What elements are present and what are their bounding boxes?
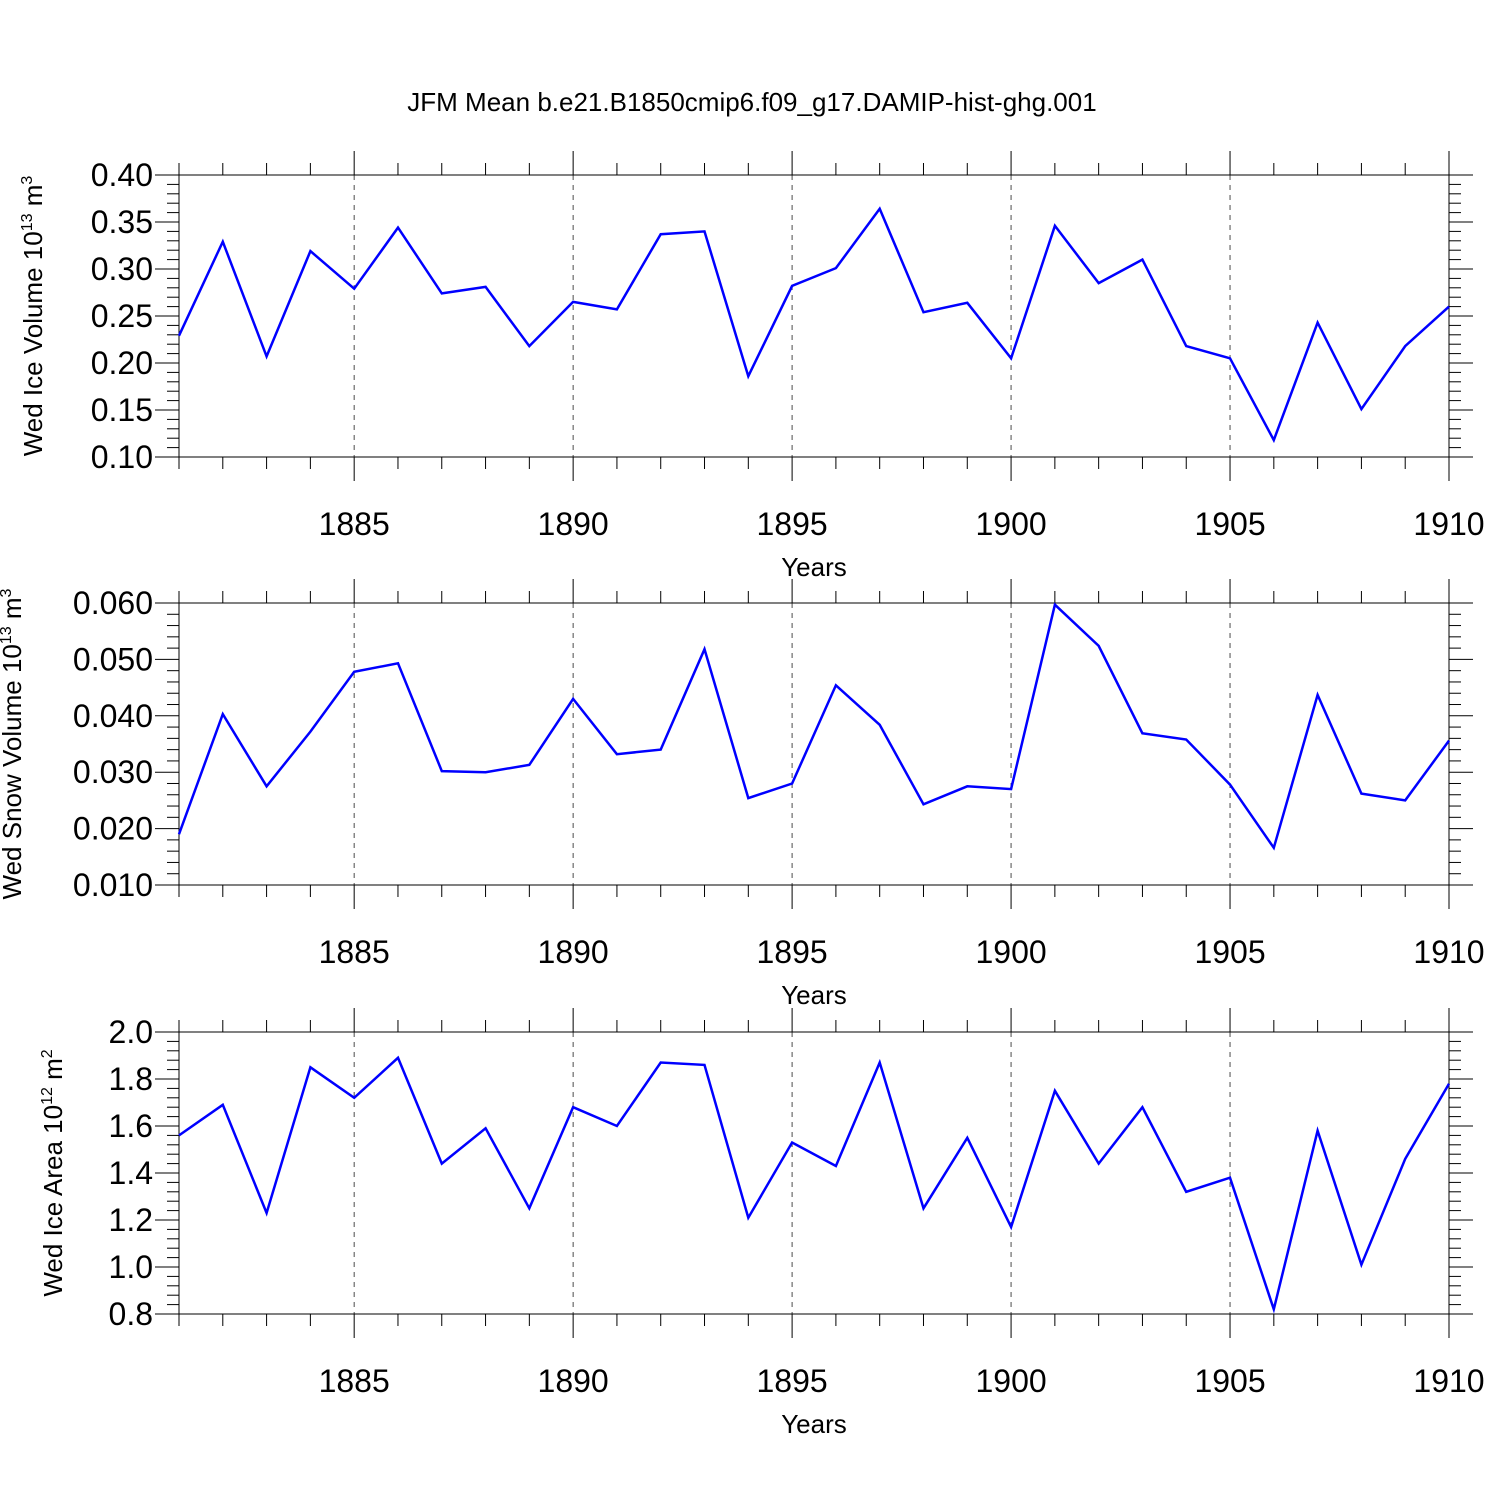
y-tick-label: 0.040 — [73, 698, 153, 734]
x-tick-label: 1895 — [757, 506, 828, 542]
plot-frame — [178, 602, 1450, 886]
x-tick-label: 1890 — [538, 1363, 609, 1399]
y-tick-label: 0.20 — [91, 345, 153, 381]
y-tick-label: 0.25 — [91, 298, 153, 334]
x-tick-label: 1905 — [1194, 506, 1265, 542]
y-axis-title: Wed Ice Area 1012 m2 — [38, 1049, 68, 1296]
y-tick-label: 1.8 — [109, 1061, 153, 1097]
y-tick-label: 0.40 — [91, 157, 153, 193]
series-line — [177, 602, 1451, 851]
x-axis-title: Years — [781, 552, 847, 582]
figure-title: JFM Mean b.e21.B1850cmip6.f09_g17.DAMIP-… — [407, 87, 1096, 117]
x-tick-label: 1905 — [1194, 934, 1265, 970]
y-tick-label: 2.0 — [109, 1014, 153, 1050]
y-tick-label: 0.35 — [91, 204, 153, 240]
x-tick-label: 1890 — [538, 934, 609, 970]
y-tick-label: 0.020 — [73, 811, 153, 847]
x-tick-label: 1900 — [975, 506, 1046, 542]
y-tick-label: 1.0 — [109, 1249, 153, 1285]
y-tick-label: 0.30 — [91, 251, 153, 287]
x-tick-label: 1890 — [538, 506, 609, 542]
y-tick-label: 1.4 — [109, 1155, 153, 1191]
x-tick-label: 1895 — [757, 1363, 828, 1399]
series-line — [178, 1055, 1451, 1314]
x-tick-label: 1895 — [757, 934, 828, 970]
x-tick-label: 1885 — [319, 934, 390, 970]
y-tick-label: 0.010 — [73, 867, 153, 903]
plot-frame — [178, 1031, 1450, 1315]
y-tick-label: 0.15 — [91, 392, 153, 428]
y-tick-label: 0.8 — [109, 1296, 153, 1332]
x-axis-title: Years — [781, 980, 847, 1010]
y-tick-label: 0.060 — [73, 585, 153, 621]
x-tick-label: 1900 — [975, 934, 1046, 970]
y-tick-label: 1.2 — [109, 1202, 153, 1238]
y-axis-title: Wed Snow Volume 1013 m3 — [0, 588, 27, 899]
panel-3: 1885 1890 1895 1900 1905 1910 0.8 1.0 1.2 1.4 1.6 1… — [38, 1008, 1485, 1439]
x-tick-label: 1885 — [319, 506, 390, 542]
x-axis-title: Years — [781, 1409, 847, 1439]
plot-frame — [178, 174, 1450, 458]
series-line — [177, 206, 1450, 444]
y-tick-label: 0.050 — [73, 641, 153, 677]
panel-1: 1885 1890 1895 1900 1905 1910 0.10 0.15 0.20 0.25… — [18, 151, 1485, 582]
y-tick-label: 0.030 — [73, 754, 153, 790]
x-tick-label: 1900 — [975, 1363, 1046, 1399]
y-tick-label: 0.10 — [91, 439, 153, 475]
x-tick-label: 1910 — [1413, 506, 1484, 542]
x-tick-label: 1905 — [1194, 1363, 1265, 1399]
x-tick-label: 1885 — [319, 1363, 390, 1399]
y-tick-label: 1.6 — [109, 1108, 153, 1144]
y-axis-title: Wed Ice Volume 1013 m3 — [18, 176, 48, 457]
panel-2: 1885 1890 1895 1900 1905 1910 0.010 0.020 0.030 0… — [0, 579, 1485, 1010]
x-tick-label: 1910 — [1413, 934, 1484, 970]
x-tick-label: 1910 — [1413, 1363, 1484, 1399]
